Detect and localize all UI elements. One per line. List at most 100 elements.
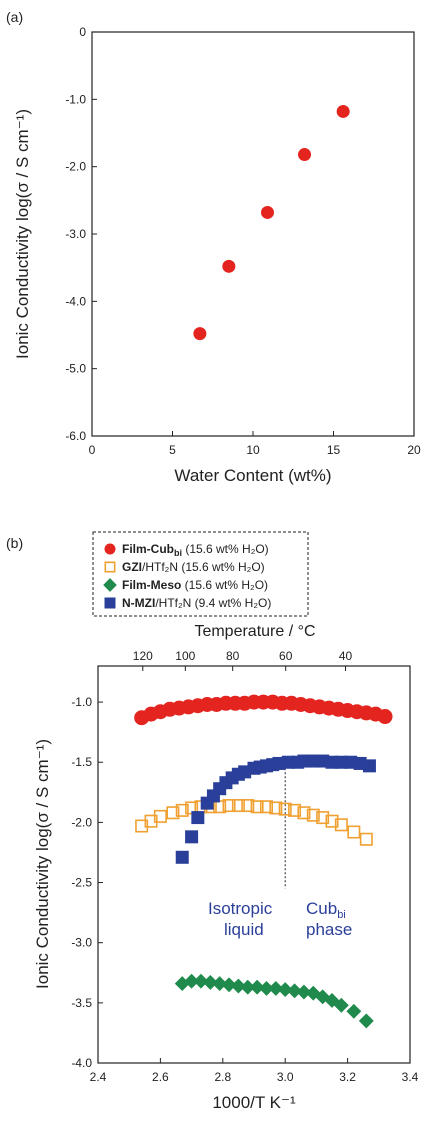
panel-b-data-point-diamond [277, 982, 293, 998]
panel-b-data-point-square [175, 850, 189, 864]
panel-a-y-tick-label: -1.0 [65, 92, 86, 106]
panel-b-x-tick-label: 2.4 [90, 1070, 107, 1084]
legend-marker-open-square [104, 561, 116, 573]
panel-b-top-tick-label: 100 [175, 649, 195, 663]
panel-b-x-tick-label: 3.2 [339, 1070, 356, 1084]
panel-a-y-tick-label: -2.0 [65, 160, 86, 174]
panel-b-data-point-open-square [175, 803, 189, 817]
panel-b-data-point-diamond [221, 977, 237, 993]
panel-b-y-tick-label: -3.0 [71, 936, 92, 950]
panel-a-data-point [298, 148, 312, 162]
panel-b-data-point-diamond [324, 993, 340, 1008]
panel-b-data-point-open-square [135, 819, 149, 833]
panel-b-x-tick-label: 3.4 [402, 1070, 419, 1084]
panel-b-label: (b) [6, 535, 23, 551]
legend-marker-diamond [103, 578, 117, 592]
cub-subscript: bi [337, 909, 346, 921]
legend-entry-text: N-MZI/HTf₂N (9.4 wt% H₂O) [122, 596, 271, 610]
panel-b-data-point-diamond [202, 974, 218, 990]
isotropic-liquid-annotation: Isotropic liquid [208, 899, 273, 939]
panel-a-label: (a) [6, 9, 23, 25]
panel-b-y-axis-label: Ionic Conductivity log(σ / S cm⁻¹) [33, 739, 52, 989]
panel-b-data-point-diamond [193, 973, 209, 989]
legend-marker-circle [104, 543, 116, 555]
panel-b-data-point-diamond [358, 1013, 374, 1029]
panel-b-y-tick-label: -3.5 [71, 996, 92, 1010]
panel-a-y-axis-label: Ionic Conductivity log(σ / S cm⁻¹) [13, 109, 32, 359]
legend-box [92, 531, 309, 617]
panel-b-data-point-open-square [297, 806, 311, 820]
panel-b-y-tick-label: -2.0 [71, 815, 92, 829]
panel-a-x-axis-label: Water Content (wt%) [174, 466, 331, 485]
panel-b-data-point-diamond [287, 983, 302, 999]
panel-b-y-tick-label: -2.5 [71, 876, 92, 890]
panel-b-data-point-open-square [222, 799, 236, 813]
panel-b-data-point-square [191, 811, 205, 825]
panel-b-x-tick-label: 2.8 [214, 1070, 231, 1084]
panel-b-x-tick-label: 2.6 [152, 1070, 169, 1084]
cub-text: Cub [306, 899, 337, 918]
panel-b-data-point-diamond [249, 979, 265, 995]
panel-b-data-point-open-square [334, 818, 348, 832]
panel-b-data-point-open-square [316, 811, 330, 825]
panel-b-data-point-open-square [306, 808, 320, 822]
panel-b-y-tick-label: -1.5 [71, 755, 92, 769]
panel-a-x-tick-label: 15 [327, 443, 341, 457]
panel-b-data-point-open-square [166, 806, 180, 820]
panel-a-data-point [260, 205, 274, 219]
panel-a-y-tick-label: -3.0 [65, 227, 86, 241]
phase-text: phase [306, 920, 352, 939]
isotropic-text: Isotropic [208, 899, 273, 918]
panel-b-data-point-open-square [278, 802, 292, 816]
panel-b-data-point-open-square [231, 799, 245, 813]
panel-b-data-point-diamond [268, 980, 284, 996]
legend-entry-text: Film-Cubbi (15.6 wt% H₂O) [122, 542, 269, 558]
panel-b-data-point-diamond [184, 973, 200, 989]
panel-b-frame [97, 665, 411, 1064]
panel-a-y-tick-label: -5.0 [65, 362, 86, 376]
cubic-phase-annotation: Cubbi phase [306, 899, 352, 939]
panel-b-data-point-diamond [346, 1003, 362, 1019]
panel-a-data-point [336, 104, 350, 118]
panel-b-data-point-open-square [241, 799, 255, 813]
panel-b-top-tick-label: 120 [133, 649, 153, 663]
legend-marker-square [104, 597, 116, 609]
panel-b-data-point-open-square [359, 832, 373, 846]
svg-text:Cubbi: Cubbi [306, 899, 346, 921]
panel-a-y-tick-label: -4.0 [65, 294, 86, 308]
panel-b-data-point-square [362, 759, 376, 773]
legend-entry-text: GZI/HTf₂N (15.6 wt% H₂O) [122, 560, 265, 574]
panel-b-data-point-diamond [333, 997, 349, 1013]
panel-b-data-point-open-square [144, 814, 158, 828]
panel-a-data-point [193, 327, 207, 341]
panel-b-data-point-square [185, 830, 199, 844]
panel-b-data-point-open-square [325, 814, 339, 828]
panel-a-x-tick-label: 10 [246, 443, 260, 457]
panel-b-top-axis-label: Temperature / °C [194, 623, 315, 640]
panel-b-x-tick-label: 3.0 [277, 1070, 294, 1084]
panel-b-x-axis-label: 1000/T K⁻¹ [212, 1093, 296, 1112]
panel-b-data-point-open-square [288, 803, 302, 817]
panel-a-y-tick-label: 0 [79, 25, 86, 39]
panel-b-data-point-open-square [153, 809, 167, 823]
panel-a-x-tick-label: 0 [89, 443, 96, 457]
panel-b-data-point-diamond [240, 979, 256, 995]
panel-b-top-tick-label: 80 [226, 649, 240, 663]
panel-b-y-tick-label: -4.0 [71, 1056, 92, 1070]
panel-b-top-tick-label: 40 [339, 649, 353, 663]
panel-b-data-point-open-square [347, 825, 361, 839]
panel-b-data-point-circle [377, 709, 393, 725]
panel-b-data-point-diamond [230, 978, 246, 994]
legend-entry-text: Film-Meso (15.6 wt% H₂O) [122, 578, 268, 592]
panel-b-data-point-diamond [315, 989, 331, 1005]
panel-a-x-tick-label: 5 [169, 443, 176, 457]
panel-a-data-point [222, 259, 236, 273]
panel-b-data-point-diamond [212, 976, 228, 992]
panel-b-data-point-diamond [259, 980, 274, 996]
panel-b-data-point-open-square [269, 801, 283, 815]
panel-a-x-tick-label: 20 [407, 443, 421, 457]
panel-b-data-point-diamond [296, 984, 312, 1000]
panel-b-y-tick-label: -1.0 [71, 695, 92, 709]
panel-b-top-tick-label: 60 [279, 649, 293, 663]
